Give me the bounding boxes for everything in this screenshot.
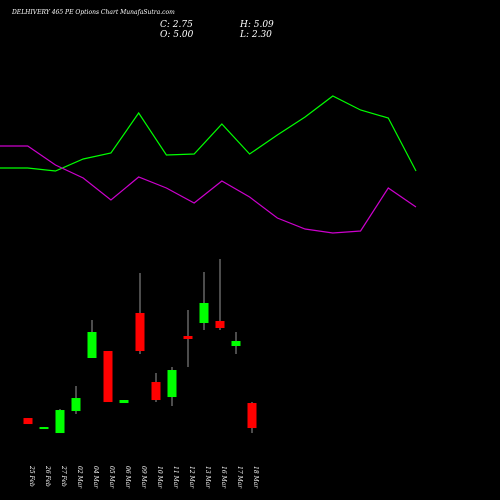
x-tick-label: 13 Mar: [204, 466, 211, 489]
x-tick-label: 25 Feb: [28, 465, 35, 487]
candle-body: [71, 398, 81, 412]
candle-body: [247, 403, 257, 429]
x-tick-label: 12 Mar: [188, 466, 195, 489]
header-high: H: 5.09: [239, 20, 274, 30]
candle-body: [119, 400, 129, 404]
header-close: C: 2.75: [160, 20, 193, 30]
candle-body: [103, 351, 113, 403]
x-tick-label: 06 Mar: [124, 466, 131, 489]
candle-body: [215, 320, 225, 328]
indicator-line: [0, 95, 417, 172]
chart-title: DELHIVERY 465 PE Options Chart MunafaSut…: [11, 9, 175, 16]
candle-body: [87, 332, 97, 359]
candle-body: [183, 336, 193, 340]
candle-body: [167, 370, 177, 398]
indicator-line: [0, 145, 417, 234]
x-tick-label: 26 Feb: [44, 465, 51, 487]
x-tick-label: 18 Mar: [252, 466, 259, 489]
x-tick-label: 16 Mar: [220, 466, 227, 489]
candle-body: [39, 427, 49, 430]
header-low: L: 2.30: [239, 30, 272, 40]
x-tick-label: 10 Mar: [156, 466, 163, 489]
header-open: O: 5.00: [160, 30, 194, 40]
x-tick-label: 04 Mar: [92, 466, 99, 489]
candle-body: [55, 410, 65, 434]
candle-body: [135, 312, 145, 352]
x-tick-label: 05 Mar: [108, 466, 115, 489]
x-tick-label: 02 Mar: [76, 466, 83, 489]
candle-body: [151, 382, 161, 401]
candle-body: [231, 341, 241, 347]
x-tick-label: 11 Mar: [172, 466, 179, 489]
x-tick-label: 17 Mar: [236, 466, 243, 489]
x-tick-label: 27 Feb: [60, 465, 67, 487]
candle-body: [199, 302, 209, 323]
candle-body: [23, 418, 33, 425]
x-tick-label: 09 Mar: [140, 466, 147, 489]
